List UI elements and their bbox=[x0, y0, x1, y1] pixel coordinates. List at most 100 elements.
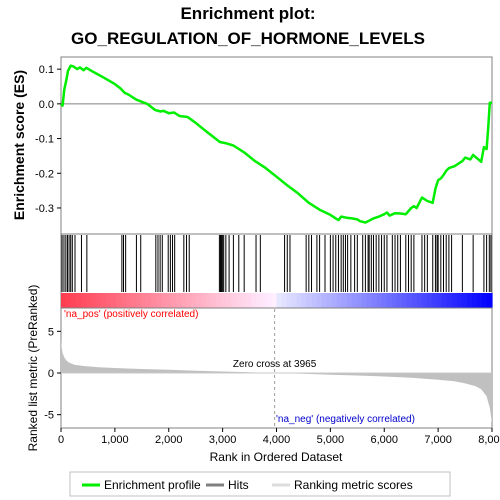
color-bar-segment bbox=[221, 293, 227, 308]
color-bar-segment bbox=[402, 293, 408, 308]
color-bar-segment bbox=[452, 293, 458, 308]
color-bar-segment bbox=[407, 293, 413, 308]
color-bar-segment bbox=[236, 293, 242, 308]
color-bar-segment bbox=[282, 293, 288, 308]
color-bar-segment bbox=[477, 293, 483, 308]
color-bar-segment bbox=[437, 293, 443, 308]
color-bar-segment bbox=[91, 293, 97, 308]
legend-entry-ranking-metric: Ranking metric scores bbox=[294, 478, 413, 492]
color-bar-segment bbox=[487, 293, 493, 308]
color-bar-segment bbox=[342, 293, 348, 308]
color-bar-segment bbox=[417, 293, 423, 308]
es-y-tick-label: 0.0 bbox=[39, 99, 54, 111]
x-tick-label: 8,000 bbox=[478, 434, 500, 446]
color-bar-segment bbox=[457, 293, 463, 308]
x-axis-label: Rank in Ordered Dataset bbox=[210, 450, 343, 464]
color-bar-segment bbox=[482, 293, 488, 308]
color-bar-segment bbox=[422, 293, 428, 308]
color-bar-segment bbox=[367, 293, 373, 308]
color-bar-segment bbox=[347, 293, 353, 308]
color-bar-segment bbox=[357, 293, 363, 308]
color-bar-segment bbox=[387, 293, 393, 308]
color-bar-segment bbox=[427, 293, 433, 308]
color-bar-segment bbox=[136, 293, 142, 308]
color-bar-segment bbox=[292, 293, 298, 308]
es-panel: 0.1 0.0 -0.1 -0.2 -0.3 Enrichment score (ES) bbox=[11, 57, 492, 234]
metric-y-axis-label: Ranked list metric (PreRanked) bbox=[26, 285, 40, 452]
color-bar-segment bbox=[61, 293, 67, 308]
x-tick-label: 1,000 bbox=[101, 434, 129, 446]
color-bar-segment bbox=[332, 293, 338, 308]
metric-y-tick-label: 0 bbox=[48, 368, 54, 380]
title-line-1: Enrichment plot: bbox=[180, 4, 315, 23]
color-bar-segment bbox=[146, 293, 152, 308]
color-bar-segment bbox=[126, 293, 132, 308]
color-bar-segment bbox=[166, 293, 172, 308]
color-bar-segment bbox=[327, 293, 333, 308]
color-bar-segment bbox=[462, 293, 468, 308]
color-bar-segment bbox=[266, 293, 272, 308]
metric-y-tick-label: -5 bbox=[44, 410, 54, 422]
color-bar-segment bbox=[251, 293, 257, 308]
color-bar-segment bbox=[302, 293, 308, 308]
color-bar-segment bbox=[161, 293, 167, 308]
color-bar-segment bbox=[256, 293, 262, 308]
color-bar-segment bbox=[397, 293, 403, 308]
color-bar-segment bbox=[156, 293, 162, 308]
color-bar-segment bbox=[287, 293, 293, 308]
color-bar-segment bbox=[352, 293, 358, 308]
es-y-tick-label: 0.1 bbox=[39, 64, 54, 76]
color-bar-segment bbox=[206, 293, 212, 308]
color-bar-segment bbox=[226, 293, 232, 308]
metric-panel: Zero cross at 3965 'na_pos' (positively … bbox=[26, 285, 492, 452]
color-bar-segment bbox=[271, 293, 277, 308]
color-bar-segment bbox=[86, 293, 92, 308]
x-tick-label: 4,000 bbox=[263, 434, 291, 446]
color-bar-segment bbox=[116, 293, 122, 308]
es-y-ticks: 0.1 0.0 -0.1 -0.2 -0.3 bbox=[35, 64, 61, 215]
color-bar-segment bbox=[171, 293, 177, 308]
color-bar-segment bbox=[241, 293, 247, 308]
color-bar-segment bbox=[392, 293, 398, 308]
color-bar-segment bbox=[377, 293, 383, 308]
color-bar-segment bbox=[211, 293, 217, 308]
x-tick-label: 7,000 bbox=[424, 434, 452, 446]
x-tick-label: 0 bbox=[58, 434, 64, 446]
x-tick-label: 6,000 bbox=[370, 434, 398, 446]
x-tick-label: 5,000 bbox=[317, 434, 345, 446]
x-tick-label: 2,000 bbox=[155, 434, 183, 446]
color-bar-segment bbox=[246, 293, 252, 308]
color-bar-segment bbox=[191, 293, 197, 308]
es-y-tick-label: -0.1 bbox=[35, 134, 54, 146]
metric-y-ticks: 5 0 -5 bbox=[44, 326, 61, 421]
x-tick-label: 3,000 bbox=[209, 434, 237, 446]
color-bar-segment bbox=[297, 293, 303, 308]
color-bar-segment bbox=[312, 293, 318, 308]
color-bar-segment bbox=[261, 293, 267, 308]
color-bar-segment bbox=[467, 293, 473, 308]
hits-panel bbox=[61, 234, 493, 308]
negative-correlation-label: 'na_neg' (negatively correlated) bbox=[276, 414, 415, 425]
rank-color-bar bbox=[61, 293, 493, 308]
color-bar-segment bbox=[71, 293, 77, 308]
color-bar-segment bbox=[176, 293, 182, 308]
color-bar-segment bbox=[101, 293, 107, 308]
color-bar-segment bbox=[382, 293, 388, 308]
color-bar-segment bbox=[131, 293, 137, 308]
color-bar-segment bbox=[337, 293, 343, 308]
color-bar-segment bbox=[372, 293, 378, 308]
positive-correlation-label: 'na_pos' (positively correlated) bbox=[64, 309, 198, 320]
color-bar-segment bbox=[66, 293, 72, 308]
legend: Enrichment profile Hits Ranking metric s… bbox=[70, 472, 450, 496]
color-bar-segment bbox=[186, 293, 192, 308]
color-bar-segment bbox=[317, 293, 323, 308]
es-y-axis-label: Enrichment score (ES) bbox=[11, 70, 27, 220]
title-line-2: GO_REGULATION_OF_HORMONE_LEVELS bbox=[71, 29, 425, 48]
color-bar-segment bbox=[412, 293, 418, 308]
es-y-tick-label: -0.3 bbox=[35, 203, 54, 215]
metric-y-tick-label: 5 bbox=[48, 326, 54, 338]
color-bar-segment bbox=[216, 293, 222, 308]
color-bar-segment bbox=[472, 293, 478, 308]
color-bar-segment bbox=[151, 293, 157, 308]
